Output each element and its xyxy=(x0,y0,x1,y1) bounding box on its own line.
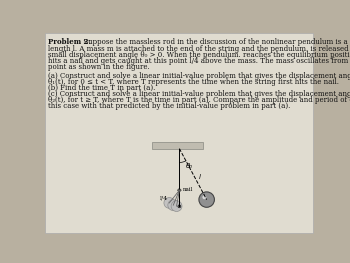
Text: hits a nail and gets caught at this point l/4 above the mass. The mass oscillate: hits a nail and gets caught at this poin… xyxy=(48,57,350,65)
Circle shape xyxy=(164,198,175,208)
Text: (b) Find the time T in part (a).: (b) Find the time T in part (a). xyxy=(48,84,156,92)
Circle shape xyxy=(199,192,215,207)
Text: (c) Construct and solve a linear initial-value problem that gives the displaceme: (c) Construct and solve a linear initial… xyxy=(48,90,350,98)
Text: θ₂(t), for t ≥ T, where T is the time in part (a). Compare the amplitude and per: θ₂(t), for t ≥ T, where T is the time in… xyxy=(48,96,350,104)
Text: nail: nail xyxy=(182,187,193,192)
Text: this case with that predicted by the initial-value problem in part (a).: this case with that predicted by the ini… xyxy=(48,102,291,110)
Text: (a) Construct and solve a linear initial-value problem that gives the displaceme: (a) Construct and solve a linear initial… xyxy=(48,72,350,80)
Circle shape xyxy=(171,201,182,211)
Circle shape xyxy=(202,195,206,199)
Text: θ₀: θ₀ xyxy=(186,163,192,169)
Text: θ₁(t), for 0 ≤ t < T, where T represents the time when the string first hits the: θ₁(t), for 0 ≤ t < T, where T represents… xyxy=(48,78,340,86)
Text: l/4: l/4 xyxy=(160,196,168,201)
Text: small displacement angle θ₀ > 0. When the pendulum. reaches the equilibrium posi: small displacement angle θ₀ > 0. When th… xyxy=(48,51,350,59)
Bar xyxy=(152,143,203,149)
Circle shape xyxy=(178,205,181,208)
Text: l: l xyxy=(198,174,200,180)
Text: Suppose the massless rod in the discussion of the nonlinear pendulum is a string: Suppose the massless rod in the discussi… xyxy=(81,38,350,47)
Text: Problem 2:: Problem 2: xyxy=(48,38,92,47)
Text: point as shown in the figure.: point as shown in the figure. xyxy=(48,63,150,71)
Text: length l. A mass m is attached to the end of the string and the pendulum. is rel: length l. A mass m is attached to the en… xyxy=(48,45,350,53)
Circle shape xyxy=(168,200,179,211)
